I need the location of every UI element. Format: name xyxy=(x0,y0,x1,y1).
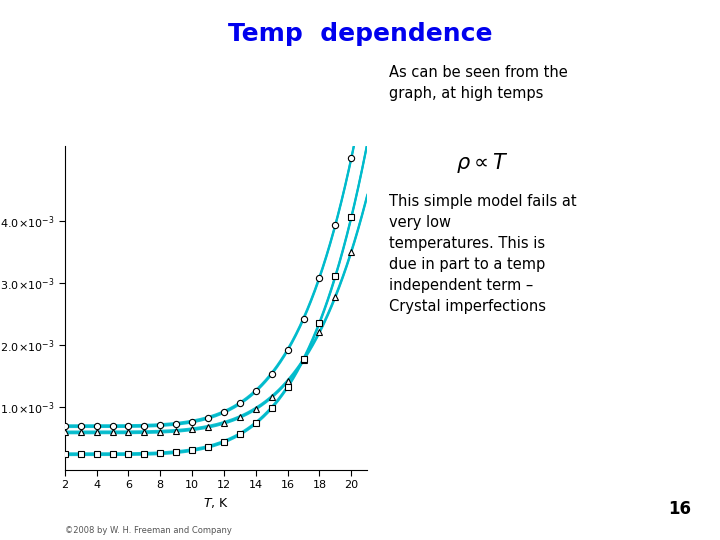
Text: Temp  dependence: Temp dependence xyxy=(228,22,492,45)
Text: As can be seen from the
graph, at high temps: As can be seen from the graph, at high t… xyxy=(389,65,567,101)
Text: $\rho \propto T$: $\rho \propto T$ xyxy=(456,151,508,175)
Text: This simple model fails at
very low
temperatures. This is
due in part to a temp
: This simple model fails at very low temp… xyxy=(389,194,577,314)
Text: 16: 16 xyxy=(668,501,691,518)
Text: ©2008 by W. H. Freeman and Company: ©2008 by W. H. Freeman and Company xyxy=(65,525,232,535)
X-axis label: $T$, K: $T$, K xyxy=(203,496,229,510)
